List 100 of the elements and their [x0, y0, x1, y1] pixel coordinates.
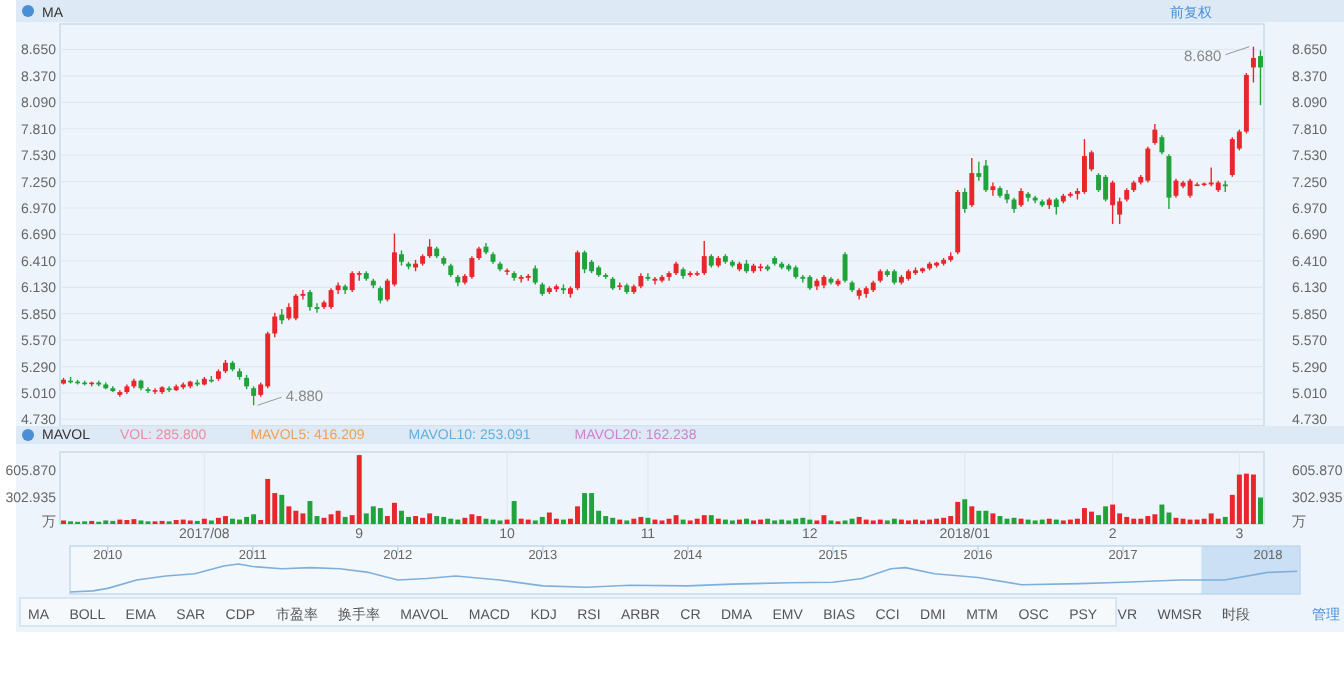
bar: [589, 493, 595, 524]
bar: [546, 512, 552, 524]
candlestick: [645, 272, 651, 282]
candlestick: [582, 249, 588, 274]
candlestick: [1159, 134, 1165, 155]
candlestick: [504, 267, 510, 276]
bar: [631, 518, 637, 524]
bar: [441, 516, 447, 524]
candlestick: [518, 274, 524, 284]
candlestick: [666, 270, 672, 282]
bar: [1166, 512, 1172, 524]
bar: [370, 506, 376, 524]
bar: [511, 501, 517, 524]
bar: [244, 516, 250, 524]
bar: [694, 518, 700, 524]
bar: [955, 501, 961, 524]
bar: [793, 518, 799, 524]
candlestick: [293, 293, 299, 322]
bar: [230, 518, 235, 524]
bar: [265, 478, 271, 524]
candlestick: [427, 238, 433, 259]
candlestick: [349, 270, 355, 293]
bar: [1215, 518, 1221, 524]
candlestick: [532, 264, 538, 286]
bar: [1018, 518, 1024, 524]
bar: [1131, 518, 1137, 524]
bar: [976, 510, 982, 524]
bar: [335, 510, 341, 524]
candlestick: [1229, 136, 1235, 178]
bar: [638, 516, 644, 524]
bar: [1138, 518, 1144, 524]
bar: [539, 516, 545, 524]
candlestick: [1081, 138, 1087, 195]
candlestick: [272, 312, 278, 338]
bar: [420, 517, 426, 524]
bar: [434, 516, 440, 524]
bar: [673, 515, 679, 524]
bar: [1222, 516, 1228, 524]
candlestick: [1152, 123, 1158, 146]
bar: [342, 516, 348, 524]
bar: [1243, 473, 1249, 524]
bar: [603, 516, 609, 524]
bar: [1103, 506, 1109, 524]
bar: [391, 502, 397, 524]
bar: [1124, 516, 1130, 524]
candlestick: [1166, 153, 1172, 210]
bar: [518, 518, 524, 524]
bar: [363, 513, 369, 524]
candlestick: [800, 274, 806, 284]
bar: [1159, 504, 1165, 524]
bar: [1117, 513, 1123, 524]
bar: [575, 506, 580, 524]
bar: [934, 518, 940, 524]
candlestick: [1187, 178, 1193, 199]
bar: [1145, 516, 1151, 524]
bar: [582, 493, 588, 524]
candlestick: [1103, 174, 1109, 203]
bar: [293, 510, 299, 524]
bar: [941, 517, 947, 524]
bar: [744, 518, 749, 524]
bar: [765, 518, 771, 524]
bar: [476, 516, 482, 524]
candlestick: [328, 287, 334, 310]
bar: [413, 516, 419, 524]
bar: [201, 518, 207, 524]
bar: [1236, 474, 1242, 524]
bar: [279, 494, 285, 524]
candlestick: [976, 161, 982, 182]
bar: [1110, 504, 1116, 524]
candlestick: [575, 249, 580, 291]
bar: [448, 518, 454, 524]
bar: [462, 517, 468, 524]
candlestick: [962, 187, 968, 214]
candlestick: [1110, 179, 1116, 225]
bar: [983, 510, 989, 524]
candlestick: [152, 387, 158, 395]
bar: [307, 501, 313, 524]
candlestick: [687, 270, 693, 278]
bar: [223, 516, 228, 524]
bar: [399, 510, 404, 524]
candlestick: [307, 289, 313, 312]
candlestick: [652, 276, 658, 286]
bar: [1152, 514, 1158, 524]
bar: [215, 517, 221, 524]
bar: [701, 515, 707, 524]
bar: [610, 517, 616, 524]
bar: [990, 513, 996, 524]
candlestick: [166, 385, 172, 393]
bar: [708, 515, 714, 524]
bar: [821, 515, 827, 524]
candlestick: [969, 157, 975, 208]
candlestick: [469, 255, 475, 280]
bar: [666, 518, 672, 524]
bar: [1201, 518, 1207, 524]
bar: [645, 517, 651, 524]
bar: [1258, 497, 1263, 524]
bar: [1250, 474, 1256, 524]
bar: [1081, 508, 1087, 524]
candlestick: [251, 385, 257, 406]
bar: [469, 514, 475, 524]
